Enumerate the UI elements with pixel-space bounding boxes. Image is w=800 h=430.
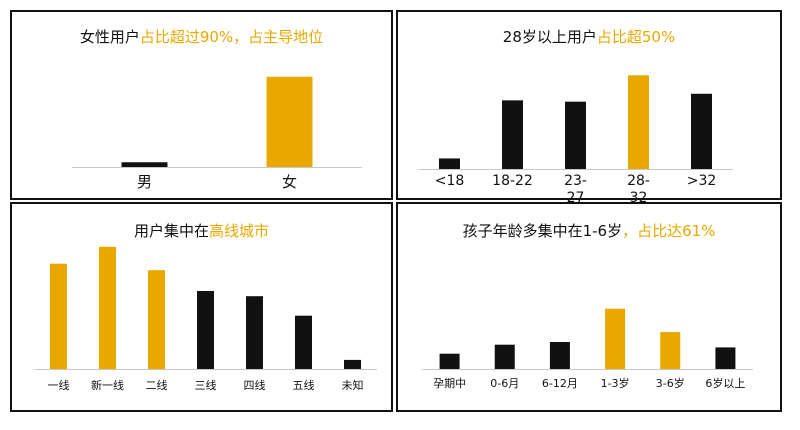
- title-main: 孩子年龄多集中在1-6岁: [462, 222, 623, 240]
- bar-4: [246, 296, 263, 369]
- bar-3: [605, 308, 626, 369]
- chart-panel-gender: 女性用户占比超过90%，占主导地位 男女: [10, 10, 393, 200]
- bar-3: [197, 291, 214, 369]
- title-main: 28岁以上用户: [502, 28, 597, 46]
- x-tick-label: 五线: [293, 378, 315, 392]
- city-bar-chart: 一线 新一线 二线 三线 四线 五线 未知: [34, 246, 377, 392]
- gender-bar-chart: 男女: [72, 76, 362, 191]
- title-highlight: 高线城市: [209, 222, 270, 240]
- bar-1: [502, 100, 523, 169]
- x-tick-label: 四线: [244, 378, 266, 392]
- chart-panel-age: 28岁以上用户占比超50% <18 18-22 23- 27 28- 32 >32: [396, 10, 782, 206]
- bar-2: [565, 101, 586, 169]
- x-tick-label: >32: [687, 173, 717, 189]
- chart-title: 28岁以上用户占比超50%: [398, 26, 780, 47]
- x-tick-label: 新一线: [91, 378, 124, 392]
- x-tick-label: 三线: [195, 378, 217, 392]
- title-highlight: 占比超50%: [596, 28, 676, 46]
- title-highlight: ，占比达61%: [622, 222, 716, 240]
- bar-5: [295, 315, 312, 369]
- x-tick-label: 23-: [564, 173, 587, 189]
- bar-5: [715, 347, 736, 369]
- x-tick-label: 未知: [342, 378, 364, 392]
- bar-0: [121, 162, 168, 167]
- x-tick-label: 6岁以上: [705, 376, 745, 390]
- bar-0: [439, 353, 460, 369]
- bar-4: [691, 93, 712, 169]
- x-tick-label: 一线: [48, 378, 70, 392]
- x-tick-label: 二线: [146, 378, 168, 392]
- bar-1: [99, 246, 116, 369]
- child-age-bar-chart: 孕期中 0-6月 6-12月 1-3岁 3-6岁 6岁以上: [422, 308, 753, 390]
- chart-title: 女性用户占比超过90%，占主导地位: [12, 26, 391, 47]
- bar-6: [344, 359, 361, 369]
- bar-4: [660, 332, 681, 369]
- x-tick-label: 男: [137, 173, 152, 191]
- title-highlight: 占比超过90%，占主导地位: [139, 28, 324, 46]
- chart-panel-city: 用户集中在高线城市 一线 新一线 二线 三线 四线 五线 未知: [10, 202, 393, 412]
- bar-0: [439, 158, 460, 169]
- x-tick-label: 女: [282, 173, 297, 191]
- x-tick-label: 28-: [627, 173, 650, 189]
- chart-title: 用户集中在高线城市: [12, 220, 391, 241]
- x-tick-label: 18-22: [492, 173, 533, 189]
- chart-title: 孩子年龄多集中在1-6岁，占比达61%: [398, 220, 780, 241]
- title-main: 女性用户: [79, 28, 140, 46]
- x-tick-label: 0-6月: [490, 377, 519, 390]
- bar-1: [266, 76, 313, 167]
- x-tick-label: <18: [435, 173, 465, 189]
- bar-2: [148, 270, 165, 369]
- bar-2: [549, 342, 570, 369]
- x-tick-label: 3-6岁: [656, 376, 685, 390]
- bar-1: [494, 344, 515, 369]
- chart-panel-child-age: 孩子年龄多集中在1-6岁，占比达61% 孕期中 0-6月 6-12月 1-3岁 3-6岁…: [396, 202, 782, 412]
- x-tick-label: 孕期中: [433, 377, 466, 390]
- x-tick-label: 6-12月: [542, 377, 578, 390]
- bar-3: [628, 75, 649, 169]
- x-tick-label: 1-3岁: [601, 376, 630, 390]
- bar-0: [50, 263, 67, 369]
- title-main: 用户集中在: [133, 222, 209, 240]
